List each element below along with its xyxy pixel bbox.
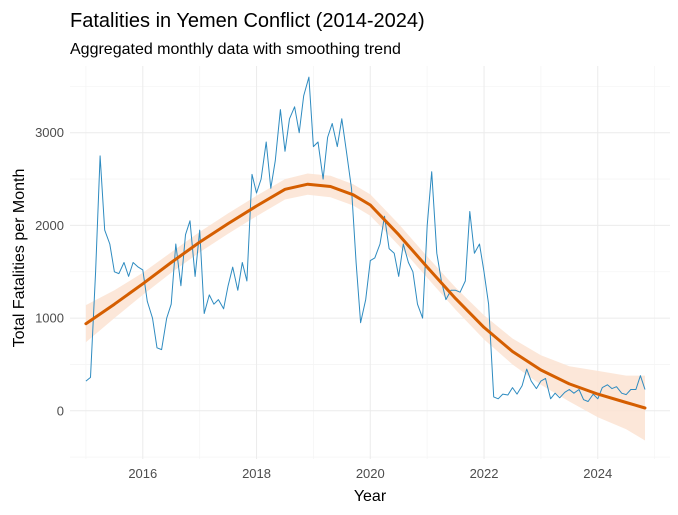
- trend-line-layer: [84, 182, 647, 410]
- chart-title: Fatalities in Yemen Conflict (2014-2024): [70, 10, 425, 32]
- confidence-band: [85, 173, 645, 441]
- x-tick-label: 2018: [242, 466, 271, 481]
- chart-subtitle: Aggregated monthly data with smoothing t…: [70, 41, 401, 58]
- y-tick-label: 0: [57, 403, 64, 418]
- monthly-fatalities-line: [85, 76, 646, 402]
- y-tick-label: 1000: [35, 311, 64, 326]
- x-tick-label: 2024: [583, 466, 612, 481]
- x-tick-label: 2022: [470, 466, 499, 481]
- x-axis-title: Year: [354, 488, 387, 505]
- raw-series-layer: [85, 76, 646, 402]
- x-axis-ticks: 2016 2018 2020 2022 2024: [128, 466, 612, 481]
- confidence-band-layer: [85, 173, 645, 441]
- y-axis-ticks: 0 1000 2000 3000: [35, 125, 64, 418]
- y-tick-label: 2000: [35, 218, 64, 233]
- x-tick-label: 2020: [356, 466, 385, 481]
- x-tick-label: 2016: [128, 466, 157, 481]
- y-axis-title: Total Fatalities per Month: [11, 169, 28, 348]
- y-tick-label: 3000: [35, 125, 64, 140]
- smoothing-trend-line: [84, 182, 647, 410]
